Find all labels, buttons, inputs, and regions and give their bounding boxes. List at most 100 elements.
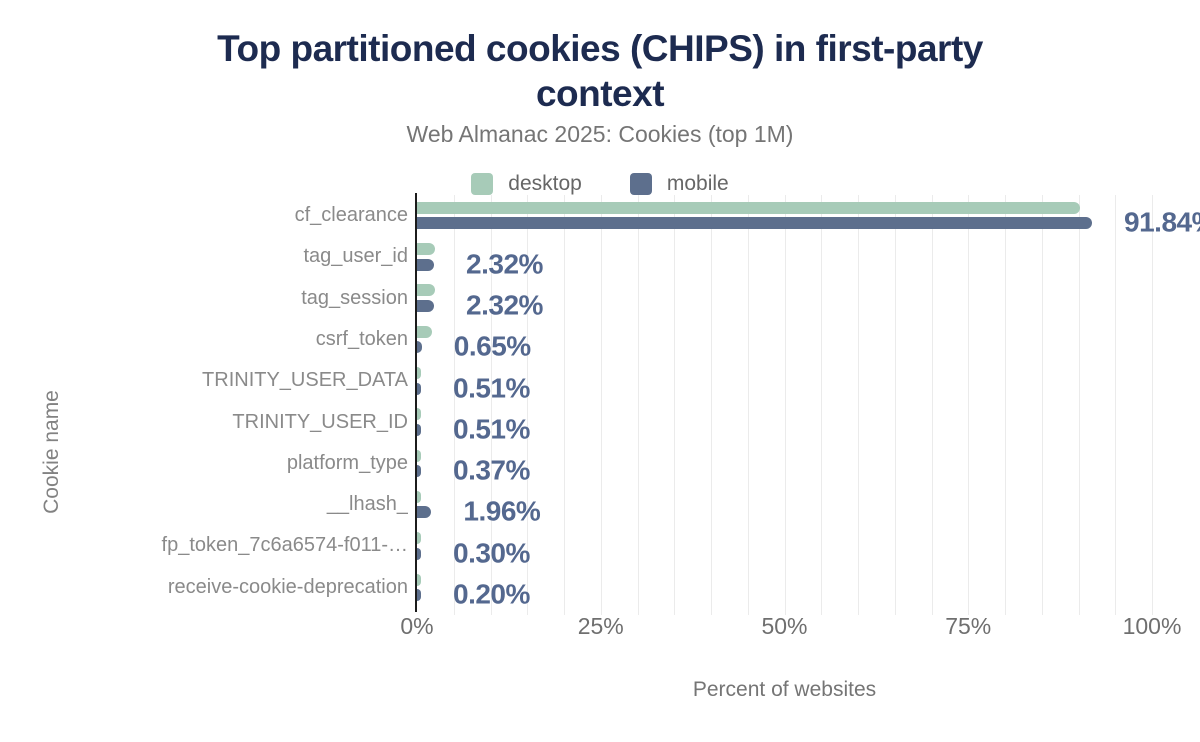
desktop-bar[interactable] — [417, 490, 421, 503]
gridline — [1005, 195, 1006, 608]
value-label: 0.37% — [453, 454, 530, 486]
value-label: 0.51% — [453, 413, 530, 445]
mobile-bar[interactable] — [417, 382, 421, 395]
bar-row: 0.51% — [417, 402, 1152, 445]
x-axis-title: Percent of websites — [692, 678, 877, 701]
chart-title: Top partitioned cookies (CHIPS) in first… — [0, 26, 1200, 116]
desktop-bar[interactable] — [417, 449, 421, 462]
x-tick-labels: 0% 25% 50% 75% 100% — [400, 613, 1181, 643]
gridline — [894, 195, 896, 608]
bar-row: 91.84% — [417, 195, 1200, 238]
mobile-bar[interactable] — [417, 341, 422, 354]
gridline — [821, 195, 823, 608]
x-tick-label: 50% — [761, 613, 808, 639]
bar-row: 0.30% — [417, 525, 1152, 569]
desktop-bar[interactable] — [417, 532, 421, 545]
x-tick-mark — [1005, 608, 1006, 615]
gridline — [1115, 195, 1117, 608]
gridline — [490, 195, 492, 608]
x-tick-mark — [490, 608, 492, 615]
x-tick-mark — [968, 608, 970, 615]
chart-title-line-2: context — [535, 73, 665, 115]
mobile-bar[interactable] — [417, 589, 421, 602]
desktop-bar[interactable] — [417, 243, 436, 256]
desktop-bar[interactable] — [417, 325, 433, 338]
bar-row: 0.51% — [417, 360, 1152, 403]
x-tick-mark — [1115, 608, 1117, 615]
value-label: 0.51% — [453, 371, 530, 403]
bar-row: 2.32% — [417, 236, 1152, 280]
category-label: receive-cookie-deprecation — [167, 575, 408, 598]
category-label: tag_session — [301, 286, 408, 309]
category-label: tag_user_id — [303, 245, 408, 268]
x-tick-mark — [564, 608, 565, 615]
desktop-bar[interactable] — [417, 284, 436, 297]
value-label: 2.32% — [466, 248, 543, 280]
mobile-bar[interactable] — [417, 258, 435, 271]
legend-item-mobile[interactable]: mobile — [629, 172, 729, 196]
x-tick-mark — [821, 608, 823, 615]
value-label: 0.30% — [453, 537, 530, 569]
desktop-bar[interactable] — [417, 408, 422, 421]
plot-area: 91.84% 2.32% 2.32% 0.65% 0.51% 0.51% 0.37% 1.96… — [415, 193, 1200, 615]
mobile-bar[interactable] — [417, 217, 1093, 230]
gridline — [1078, 195, 1080, 608]
x-tick-label: 25% — [577, 613, 624, 639]
x-tick-label: 75% — [945, 613, 992, 639]
value-label: 91.84% — [1124, 206, 1200, 238]
x-tick-mark — [1078, 608, 1080, 615]
x-tick-mark — [784, 608, 786, 615]
legend-label-mobile: mobile — [666, 172, 729, 195]
mobile-bar[interactable] — [417, 423, 421, 436]
category-labels: cf_clearance tag_user_id tag_session csrf_t… — [0, 195, 408, 608]
gridline — [674, 195, 676, 608]
gridline — [931, 195, 933, 608]
gridline — [1152, 195, 1153, 608]
x-tick-mark — [931, 608, 933, 615]
x-tick-label: 0% — [400, 613, 434, 639]
gridline — [784, 195, 786, 608]
gridline — [453, 195, 455, 608]
y-axis-line — [415, 193, 417, 612]
category-label: platform_type — [286, 451, 408, 474]
x-tick-label: 100% — [1122, 613, 1182, 639]
gridline — [600, 195, 602, 608]
category-label: fp_token_7c6a6574-f011-… — [161, 534, 408, 557]
legend-label-desktop: desktop — [508, 172, 582, 195]
bar-row: 1.96% — [417, 484, 1152, 527]
gridline — [637, 195, 639, 608]
mobile-bar[interactable] — [417, 506, 432, 519]
mobile-bar[interactable] — [417, 465, 421, 478]
gridline — [858, 195, 859, 608]
bar-row: 0.20% — [417, 567, 1152, 610]
category-label: csrf_token — [315, 327, 408, 350]
value-label: 0.20% — [453, 578, 530, 610]
gridline — [1041, 195, 1043, 608]
desktop-swatch-icon — [471, 173, 494, 195]
category-label: TRINITY_USER_DATA — [202, 369, 408, 392]
desktop-bar[interactable] — [417, 201, 1080, 214]
x-tick-mark — [674, 608, 676, 615]
value-label: 0.65% — [453, 330, 531, 362]
bar-row: 0.65% — [417, 319, 1152, 362]
y-axis-title: Cookie name — [40, 390, 63, 514]
chart-title-line-1: Top partitioned cookies (CHIPS) in first… — [217, 28, 983, 69]
gridline — [711, 195, 712, 608]
mobile-bar[interactable] — [417, 547, 421, 560]
chart-subtitle: Web Almanac 2025: Cookies (top 1M) — [406, 121, 794, 147]
gridline — [747, 195, 749, 608]
gridline — [968, 195, 970, 608]
x-tick-mark — [894, 608, 896, 615]
x-tick-mark — [637, 608, 639, 615]
x-tick-mark — [527, 608, 529, 615]
legend: desktop mobile — [0, 172, 1200, 196]
legend-item-desktop[interactable]: desktop — [471, 172, 582, 196]
gridline — [527, 195, 529, 608]
x-tick-mark — [747, 608, 749, 615]
category-label: TRINITY_USER_ID — [232, 410, 408, 433]
mobile-bar[interactable] — [417, 299, 435, 312]
desktop-bar[interactable] — [417, 367, 421, 380]
desktop-bar[interactable] — [417, 573, 421, 586]
gridline — [564, 195, 565, 608]
